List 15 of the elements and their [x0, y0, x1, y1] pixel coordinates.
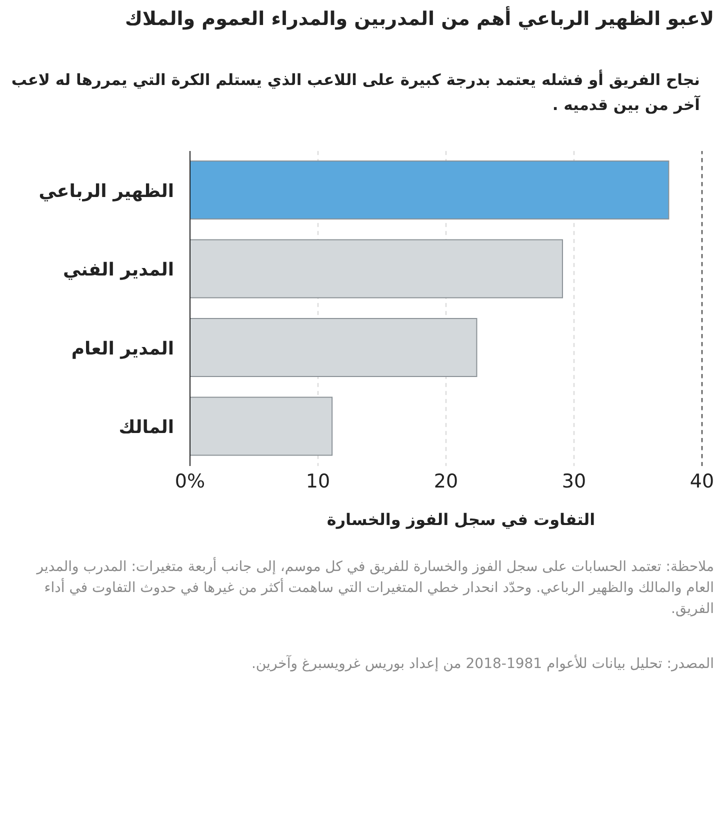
chart-title: لاعبو الظهير الرباعي أهم من المدربين والمدراء العموم والملاك	[124, 8, 714, 30]
x-tick-label: 20	[434, 470, 458, 492]
x-tick-label: 30	[562, 470, 586, 492]
chart-subtitle: نجاح الفريق أو فشله يعتمد بدرجة كبيرة على اللاعب الذي يستلم الكرة التي يمررها له لاعب آخر من بين قدميه .	[10, 68, 700, 116]
y-tick-label: المدير الفني	[62, 259, 174, 280]
y-tick-label: المدير العام	[71, 338, 174, 359]
x-tick-label: 40	[690, 470, 714, 492]
x-tick-label: 0%	[174, 470, 206, 492]
y-tick-label: المالك	[118, 416, 174, 438]
x-axis-title: التفاوت في سجل الفوز والخسارة	[326, 510, 596, 529]
text: ملاحظة: تعتمد الحسابات على سجل الفوز والخسارة للفريق في كل موسم، إلى جانب أربعة متغيرات: المدرب والمدير العام والمالك والظهير الرباعي. وحدّد انحدار خطي المتغيرات التي ساهمت أكثر من غيرها في حدوث التفاوت في أداء الفريق.	[35, 556, 714, 619]
text: المصدر: تحليل بيانات للأعوام 1981-2018 من إعداد بوريس غرويسبرغ وآخرين.	[250, 654, 714, 674]
bar	[190, 160, 670, 220]
x-tick-label: 10	[306, 470, 330, 492]
y-tick-label: الظهير الرباعي	[38, 180, 174, 202]
